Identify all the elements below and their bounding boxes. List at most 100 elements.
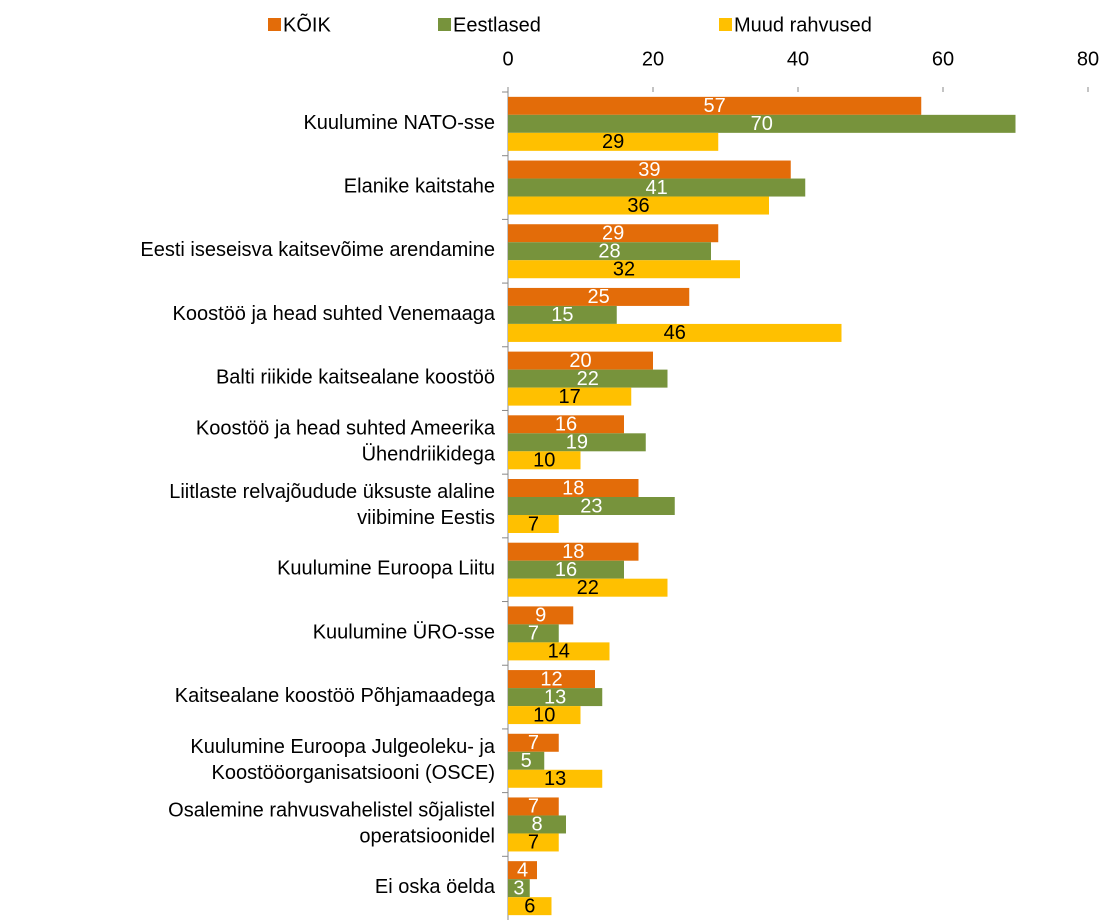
bar [508, 624, 559, 643]
data-label: 7 [528, 732, 539, 754]
bar [508, 351, 653, 370]
data-label: 7 [528, 513, 539, 535]
bar [508, 833, 559, 852]
y-tick-label: Ei oska öelda [375, 876, 496, 898]
data-label: 14 [548, 641, 570, 663]
data-label: 29 [602, 131, 624, 153]
bar [508, 733, 559, 752]
y-tick-label: Kuulumine ÜRO-sse [313, 622, 495, 644]
bar [508, 287, 690, 306]
data-label: 39 [638, 159, 660, 181]
data-label: 70 [751, 113, 773, 135]
legend-label: Eestlased [453, 14, 541, 36]
bar [508, 433, 646, 452]
bar [508, 688, 603, 707]
y-tick-label: Liitlaste relvajõudude üksuste alaline vi… [169, 481, 495, 529]
bar [508, 196, 769, 215]
data-label: 16 [555, 414, 577, 436]
bar [508, 578, 668, 597]
data-label: 28 [598, 241, 620, 263]
data-label: 13 [544, 768, 566, 790]
bar [508, 560, 624, 579]
bar [508, 751, 545, 770]
data-label: 20 [569, 350, 591, 372]
data-label: 15 [551, 304, 573, 326]
bar [508, 260, 740, 279]
x-tick-label: 40 [787, 48, 809, 70]
y-tick-label: Kuulumine Euroopa Julgeoleku- ja Koostööo… [190, 736, 496, 784]
bar [508, 178, 806, 197]
x-tick-label: 60 [932, 48, 954, 70]
legend-swatch [719, 18, 732, 31]
bar [508, 879, 530, 898]
data-label: 13 [544, 686, 566, 708]
data-label: 8 [531, 814, 542, 836]
data-label: 41 [646, 177, 668, 199]
legend-label: KÕIK [283, 12, 331, 36]
bar [508, 323, 842, 342]
data-label: 16 [555, 559, 577, 581]
data-label: 6 [524, 895, 535, 917]
y-tick-label: Osalemine rahvusvahelistel sõjalistel ope… [168, 800, 495, 848]
y-tick-label: Koostöö ja head suhted Venemaaga [173, 303, 496, 325]
data-label: 17 [559, 386, 581, 408]
data-label: 4 [517, 859, 528, 881]
data-label: 46 [664, 322, 686, 344]
bar [508, 415, 624, 434]
bar [508, 515, 559, 533]
legend-label: Muud rahvused [734, 14, 872, 36]
data-label: 36 [627, 195, 649, 217]
bar [508, 606, 574, 625]
bar [508, 96, 922, 115]
bar [508, 387, 632, 406]
data-label: 22 [577, 577, 599, 599]
data-label: 25 [588, 286, 610, 308]
data-label: 10 [533, 704, 555, 726]
data-label: 18 [562, 541, 584, 563]
bar [508, 479, 639, 497]
data-label: 23 [580, 495, 602, 517]
x-tick-label: 80 [1077, 48, 1099, 70]
bar [508, 305, 617, 324]
data-label: 9 [535, 605, 546, 627]
bar [508, 132, 719, 151]
data-label: 7 [528, 832, 539, 854]
data-label: 18 [562, 477, 584, 499]
bar [508, 542, 639, 561]
bar [508, 451, 581, 470]
x-tick-label: 0 [502, 48, 513, 70]
bar [508, 642, 610, 661]
bar [508, 861, 537, 880]
bar [508, 242, 711, 261]
bar [508, 815, 566, 834]
bar [508, 706, 581, 725]
data-label: 7 [528, 623, 539, 645]
y-tick-label: Koostöö ja head suhted Ameerika Ühendriik… [196, 418, 496, 466]
legend-swatch [438, 18, 451, 31]
data-label: 3 [513, 877, 524, 899]
bar [508, 769, 603, 788]
bar [508, 797, 559, 816]
bar [508, 160, 791, 179]
bar [508, 114, 1016, 133]
data-label: 32 [613, 259, 635, 281]
data-label: 12 [540, 668, 562, 690]
bar [508, 497, 675, 515]
y-tick-label: Balti riikide kaitsealane koostöö [216, 367, 495, 389]
data-label: 7 [528, 796, 539, 818]
data-label: 22 [577, 368, 599, 390]
legend-swatch [268, 18, 281, 31]
data-label: 57 [704, 95, 726, 117]
bar [508, 224, 719, 243]
y-tick-label: Elanike kaitstahe [344, 176, 495, 198]
data-label: 5 [521, 750, 532, 772]
bar [508, 670, 595, 689]
bar [508, 897, 552, 916]
data-label: 10 [533, 450, 555, 472]
x-tick-label: 20 [642, 48, 664, 70]
data-label: 29 [602, 223, 624, 245]
bar [508, 369, 668, 388]
y-tick-label: Kuulumine Euroopa Liitu [277, 558, 495, 580]
data-label: 19 [566, 432, 588, 454]
